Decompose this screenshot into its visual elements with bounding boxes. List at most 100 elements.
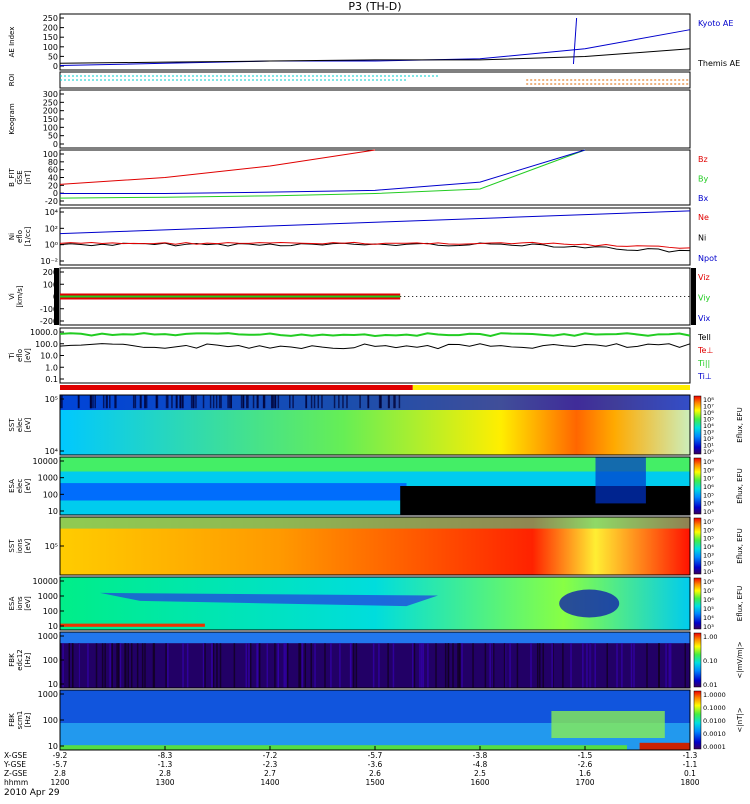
- colorbar-tick-label: 10³: [703, 508, 714, 516]
- y-tick-label: 10²: [45, 224, 58, 233]
- legend-entry: Bz: [698, 155, 708, 164]
- fbk-edc-stripe: [136, 643, 139, 688]
- fbk-edc-stripe: [594, 643, 596, 688]
- fbk-edc-stripe: [124, 643, 126, 688]
- y-tick-label: 10: [48, 742, 58, 751]
- y-axis-label: ROI: [8, 74, 16, 86]
- fbk-edc-stripe: [372, 643, 375, 688]
- fbk-edc-stripe: [248, 643, 250, 688]
- colorbar-tick-label: 10⁴: [703, 422, 714, 430]
- fbk-edc-stripe: [551, 643, 553, 688]
- panel-frame: [59, 394, 691, 456]
- fbk-edc-stripe: [606, 643, 608, 688]
- sst-elec-stripe: [92, 395, 94, 409]
- y-tick-label: -100: [40, 305, 58, 314]
- fbk-edc-stripe: [458, 643, 461, 688]
- fbk-edc-stripe: [378, 643, 380, 688]
- plot-title: P3 (TH-D): [348, 0, 401, 13]
- fbk-edc-stripe: [582, 643, 584, 688]
- fbk-edc-stripe: [314, 643, 316, 688]
- fbk-edc-stripe: [509, 643, 511, 688]
- colorbar-tick-label: 10⁵: [703, 605, 714, 613]
- y-axis-label: elec: [16, 418, 24, 433]
- y-axis-label: [eV]: [24, 417, 32, 432]
- legend-entry: By: [698, 175, 708, 184]
- y-tick-label: 200: [43, 107, 58, 116]
- y-axis-label: ions: [16, 538, 24, 553]
- fbk-scm-green-region: [551, 711, 665, 738]
- fbk-edc-stripe: [489, 643, 491, 688]
- y-tick-label: 150: [43, 115, 58, 124]
- fbk-edc-stripe: [212, 643, 215, 688]
- fbk-edc-stripe: [216, 643, 218, 688]
- x-tick-label: -1.3: [683, 751, 698, 760]
- x-tick-label: 2.8: [159, 769, 171, 778]
- fbk-edc-stripe: [472, 643, 474, 688]
- y-tick-label: 200: [43, 268, 58, 277]
- x-tick-label: 1600: [470, 778, 489, 787]
- sst-elec-stripe: [220, 395, 222, 409]
- fbk-scm-red-corner: [639, 742, 690, 750]
- legend-entry: Viy: [698, 294, 711, 303]
- y-axis-label: scm1: [16, 711, 24, 730]
- colorbar-tick-label: 10⁸: [703, 466, 714, 474]
- y-axis-label: [eV]: [24, 538, 32, 553]
- sst-elec-stripe: [105, 395, 108, 409]
- y-axis-label: GSE: [16, 170, 24, 184]
- fbk-edc-stripe: [266, 643, 269, 688]
- x-tick-label: -2.6: [578, 760, 593, 769]
- fbk-edc-stripe: [141, 643, 144, 688]
- colorbar-tick-label: 10⁷: [703, 475, 714, 483]
- fbk-edc-stripe: [539, 643, 541, 688]
- fbk-edc-stripe: [339, 643, 341, 688]
- y-tick-label: 10⁻²: [40, 257, 58, 266]
- colorbar-tick-label: 10³: [703, 429, 714, 437]
- y-axis-label: eflo: [16, 230, 24, 243]
- x-tick-label: 1200: [50, 778, 69, 787]
- fbk-edc-stripe: [435, 643, 437, 688]
- x-tick-label: -3.6: [368, 760, 383, 769]
- fbk-edc-stripe: [87, 643, 89, 688]
- fbk-edc-stripe: [413, 643, 416, 688]
- fbk-edc-stripe: [387, 643, 389, 688]
- y-tick-label: -200: [40, 317, 58, 326]
- date-label: 2010 Apr 29: [4, 788, 60, 798]
- y-tick-label: 100.0: [35, 340, 58, 349]
- mode-bar-red: [60, 385, 413, 390]
- sst-elec-stripe: [179, 395, 181, 409]
- y-axis-label: Keogram: [8, 103, 16, 134]
- sst-elec-stripe: [292, 395, 294, 409]
- y-axis-label: [1/cc]: [24, 226, 32, 246]
- x-tick-label: 1500: [365, 778, 384, 787]
- colorbar-label: Eflux, EFU: [736, 468, 744, 503]
- fbk-edc-stripe: [152, 643, 155, 688]
- fbk-edc-stripe: [71, 643, 73, 688]
- series-ne: [59, 241, 691, 249]
- fbk-edc-stripe: [530, 643, 532, 688]
- legend-entry: Npot: [698, 254, 717, 263]
- fbk-edc-stripe: [301, 643, 304, 688]
- panel-esa_e: 10000 1000 100 10 ESA elec [eV] 10⁹10⁸10⁷10⁶10⁵…: [8, 456, 744, 516]
- y-tick-label: 200: [43, 24, 58, 33]
- y-tick-label: 1000: [38, 474, 58, 483]
- panel-roi: ROI: [8, 71, 691, 89]
- fbk-edc-stripe: [125, 643, 127, 688]
- y-tick-label: 10: [48, 680, 58, 689]
- sst-elec-stripe: [115, 395, 117, 409]
- colorbar-tick-label: 1.0000: [703, 691, 726, 699]
- fbk-edc-stripe: [646, 643, 648, 688]
- colorbar-tick-label: 10⁶: [703, 409, 714, 417]
- sst-elec-stripe: [132, 395, 135, 409]
- sst-elec-stripe: [359, 395, 361, 409]
- colorbar-label: Eflux, EFU: [736, 586, 744, 621]
- sst-elec-stripe: [209, 395, 212, 409]
- fbk-edc-stripe: [355, 643, 358, 688]
- fbk-edc-stripe: [101, 643, 104, 688]
- y-tick-label: 100: [43, 43, 58, 52]
- sst-elec-stripe: [193, 395, 195, 409]
- panel-temp: 1000.0 100.0 10.0 1.0 0.1 Ti eflo [eV] Tell Te⊥ Ti…: [8, 327, 713, 384]
- x-tick-label: 1400: [260, 778, 279, 787]
